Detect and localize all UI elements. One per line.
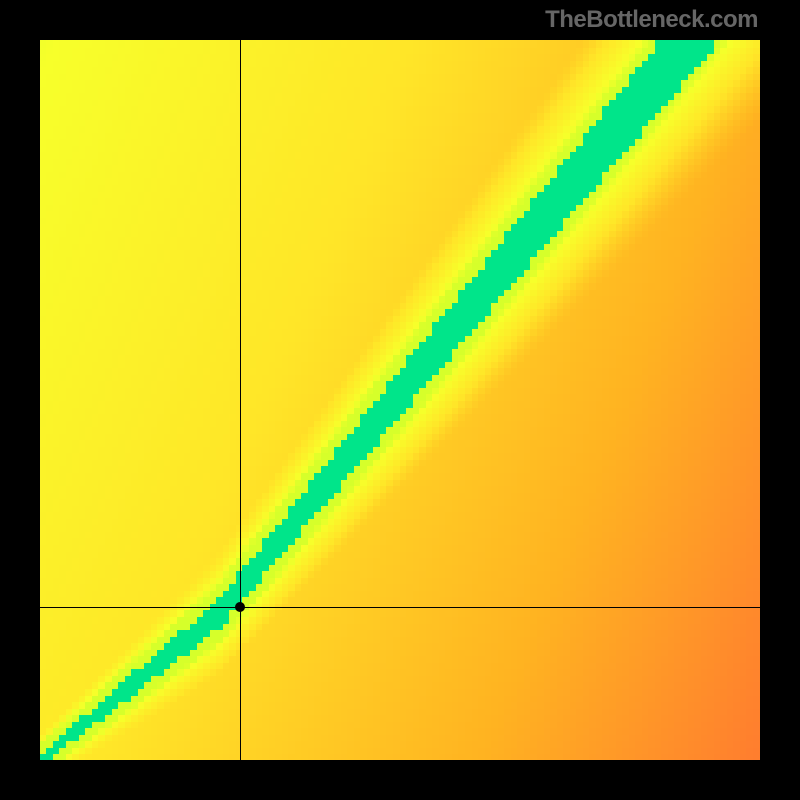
marker-point: [235, 602, 245, 612]
heatmap-canvas: [40, 40, 760, 760]
crosshair-vertical: [240, 40, 241, 760]
plot-area: [40, 40, 760, 760]
outer-frame: [0, 0, 800, 800]
crosshair-horizontal: [40, 607, 760, 608]
watermark-label: TheBottleneck.com: [545, 6, 758, 34]
